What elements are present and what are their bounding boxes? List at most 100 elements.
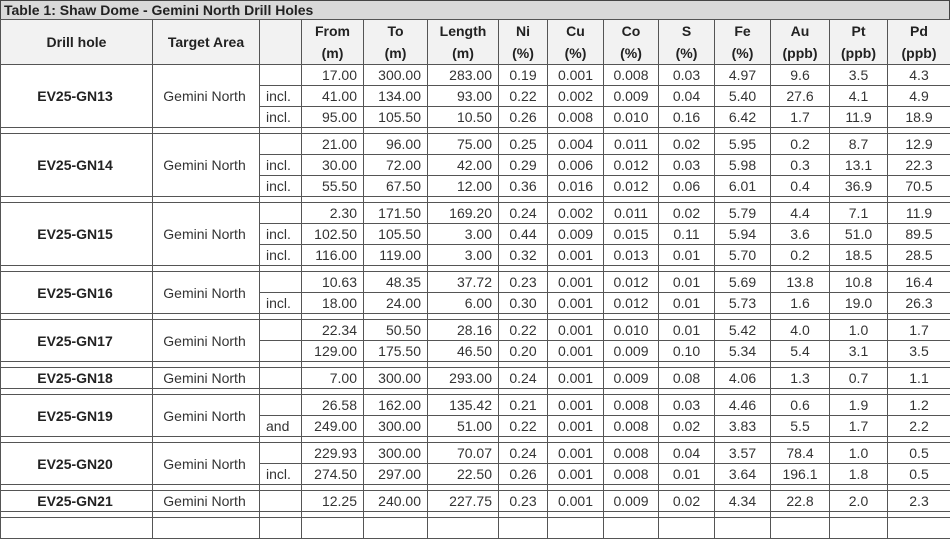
cell-to: 72.00 xyxy=(364,155,428,176)
cell-cu: 0.001 xyxy=(548,245,604,266)
cell-au: 4.4 xyxy=(771,203,830,224)
cell-fe: 3.83 xyxy=(715,416,771,437)
cell-fe: 4.06 xyxy=(715,368,771,389)
cell-au: 1.7 xyxy=(771,107,830,128)
cell-length: 227.75 xyxy=(428,491,499,512)
cell-ni: 0.23 xyxy=(499,272,548,293)
cell-ni: 0.22 xyxy=(499,416,548,437)
cell-pd: 3.5 xyxy=(888,341,950,362)
cell-pd: 11.9 xyxy=(888,203,950,224)
interval-qualifier: incl. xyxy=(260,155,302,176)
cell-fe: 5.73 xyxy=(715,293,771,314)
interval-qualifier xyxy=(260,443,302,464)
cell-from: 274.50 xyxy=(302,464,364,485)
target-area: Gemini North xyxy=(153,443,260,485)
interval-qualifier: incl. xyxy=(260,107,302,128)
cell-s: 0.11 xyxy=(659,224,715,245)
interval-qualifier: incl. xyxy=(260,293,302,314)
cell-s: 0.02 xyxy=(659,416,715,437)
header-unit: (m) xyxy=(428,42,499,65)
cell-co: 0.008 xyxy=(604,443,659,464)
header-qualifier xyxy=(260,20,302,65)
drill-hole-id: EV25-GN14 xyxy=(1,134,153,197)
cell-to: 297.00 xyxy=(364,464,428,485)
cell-pt: 11.9 xyxy=(830,107,888,128)
cell-co: 0.009 xyxy=(604,491,659,512)
cell-fe: 6.42 xyxy=(715,107,771,128)
cell-cu: 0.001 xyxy=(548,395,604,416)
drill-hole-id: EV25-GN18 xyxy=(1,368,153,389)
drill-hole-id: EV25-GN13 xyxy=(1,65,153,128)
cell-co: 0.009 xyxy=(604,341,659,362)
drill-hole-id: EV25-GN15 xyxy=(1,203,153,266)
cell-from: 116.00 xyxy=(302,245,364,266)
cell-pt: 3.5 xyxy=(830,65,888,86)
interval-qualifier xyxy=(260,65,302,86)
cell-cu: 0.001 xyxy=(548,416,604,437)
header-unit: (ppb) xyxy=(771,42,830,65)
cell-fe: 5.95 xyxy=(715,134,771,155)
cell-au: 0.6 xyxy=(771,395,830,416)
cell-from: 229.93 xyxy=(302,443,364,464)
cell-fe: 5.69 xyxy=(715,272,771,293)
cell-co: 0.015 xyxy=(604,224,659,245)
cell-cu: 0.001 xyxy=(548,272,604,293)
cell-length: 70.07 xyxy=(428,443,499,464)
cell-s: 0.01 xyxy=(659,464,715,485)
cell-length: 135.42 xyxy=(428,395,499,416)
cell-s: 0.04 xyxy=(659,443,715,464)
cell-co: 0.008 xyxy=(604,464,659,485)
cell-au: 0.2 xyxy=(771,245,830,266)
cell-pd: 4.3 xyxy=(888,65,950,86)
cell-pt: 18.5 xyxy=(830,245,888,266)
cell-cu: 0.006 xyxy=(548,155,604,176)
header-pt: Pt xyxy=(830,20,888,43)
cell-s: 0.04 xyxy=(659,86,715,107)
cell-from: 12.25 xyxy=(302,491,364,512)
cell-co: 0.012 xyxy=(604,272,659,293)
cell-length: 46.50 xyxy=(428,341,499,362)
cell-pt: 10.8 xyxy=(830,272,888,293)
cell-s: 0.02 xyxy=(659,491,715,512)
cell-from: 18.00 xyxy=(302,293,364,314)
cell-ni: 0.22 xyxy=(499,86,548,107)
header-unit: (ppb) xyxy=(830,42,888,65)
cell-length: 283.00 xyxy=(428,65,499,86)
cell-au: 1.6 xyxy=(771,293,830,314)
interval-qualifier xyxy=(260,491,302,512)
cell-fe: 5.98 xyxy=(715,155,771,176)
cell-to: 134.00 xyxy=(364,86,428,107)
cell-pd: 0.5 xyxy=(888,443,950,464)
cell-co: 0.011 xyxy=(604,203,659,224)
cell-co: 0.011 xyxy=(604,134,659,155)
cell-ni: 0.29 xyxy=(499,155,548,176)
cell-from: 2.30 xyxy=(302,203,364,224)
cell-pt: 36.9 xyxy=(830,176,888,197)
cell-ni: 0.22 xyxy=(499,320,548,341)
cell-pd: 89.5 xyxy=(888,224,950,245)
header-fe: Fe xyxy=(715,20,771,43)
cell-au: 0.4 xyxy=(771,176,830,197)
cell-co: 0.012 xyxy=(604,155,659,176)
cell-pd: 1.1 xyxy=(888,368,950,389)
cell-fe: 3.57 xyxy=(715,443,771,464)
cell-ni: 0.24 xyxy=(499,368,548,389)
cell-ni: 0.30 xyxy=(499,293,548,314)
cell-to: 105.50 xyxy=(364,224,428,245)
cell-from: 95.00 xyxy=(302,107,364,128)
cell-ni: 0.44 xyxy=(499,224,548,245)
cell-length: 12.00 xyxy=(428,176,499,197)
drill-hole-id: EV25-GN19 xyxy=(1,395,153,437)
cell-ni: 0.19 xyxy=(499,65,548,86)
header-co: Co xyxy=(604,20,659,43)
cell-to: 175.50 xyxy=(364,341,428,362)
cell-cu: 0.004 xyxy=(548,134,604,155)
header-length: Length xyxy=(428,20,499,43)
header-unit: (%) xyxy=(499,42,548,65)
cell-pd: 18.9 xyxy=(888,107,950,128)
